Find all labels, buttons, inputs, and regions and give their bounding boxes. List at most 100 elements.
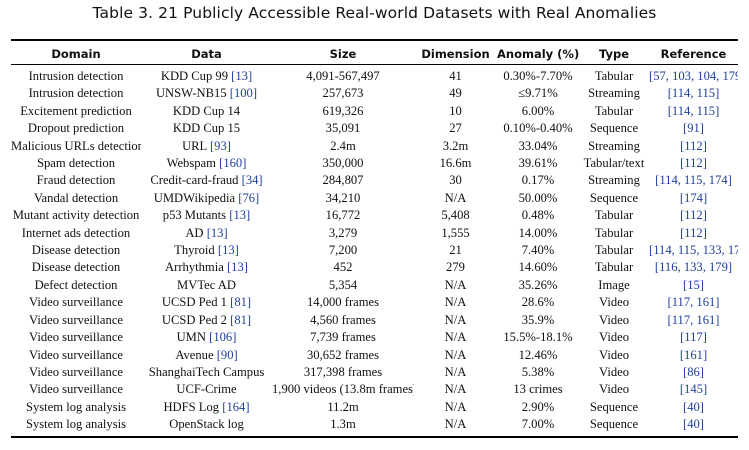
cell-anomaly: 15.5%-18.1% [503,330,573,345]
cell-size: 2.4m [330,138,356,153]
datasets-table: Domain Data Size Dimension Anomaly (%) T… [11,43,738,434]
cell-dimension: 49 [449,86,462,101]
dataset-name: Avenue [175,347,214,362]
cell-reference-link[interactable]: [114, 115, 174] [655,173,732,188]
cell-reference-link[interactable]: [40] [683,417,704,432]
dataset-citation-link[interactable]: [13] [217,243,239,258]
table-body: Intrusion detection KDD Cup 99 [13] 4,091-… [11,65,738,434]
cell-reference-link[interactable]: [112] [680,208,707,223]
cell-domain: Excitement prediction [20,103,132,118]
cell-reference-link[interactable]: [174] [679,190,708,205]
cell-size: 4,091-567,497 [306,69,380,83]
dataset-citation-link[interactable]: [81] [230,312,252,327]
cell-anomaly: ≤9.71% [518,86,558,101]
cell-reference-link[interactable]: [161] [679,347,708,362]
cell-type: Sequence [589,121,639,136]
cell-domain: Video surveillance [28,295,123,310]
cell-type: Sequence [589,190,639,205]
cell-type: Image [598,277,630,292]
cell-anomaly: 28.6% [521,295,555,310]
cell-size: 35,091 [325,121,361,136]
cell-reference-link[interactable]: [117, 161] [667,295,720,310]
cell-type: Tabular [594,243,634,258]
cell-reference-link[interactable]: [91] [683,121,704,136]
cell-anomaly: 0.48% [521,208,555,223]
cell-size: 7,200 [328,243,358,258]
dataset-citation-link[interactable]: [13] [231,69,253,83]
dataset-citation-link[interactable]: [34] [241,173,263,188]
header-dimension: Dimension [421,47,490,61]
cell-reference-link[interactable]: [114, 115] [667,103,720,118]
cell-type: Sequence [589,417,639,432]
cell-dimension: 5,408 [441,208,470,223]
cell-data: UCSD Ped 2 [81] [141,312,272,329]
cell-type: Tabular [594,69,634,83]
dataset-citation-link[interactable]: [13] [229,208,251,223]
header-type: Type [598,47,629,61]
cell-size: 257,673 [322,86,364,101]
cell-reference-link[interactable]: [112] [680,156,707,171]
cell-size: 16,772 [325,208,361,223]
cell-type: Video [598,330,630,345]
cell-dimension: N/A [444,382,467,397]
cell-size: 11.2m [327,399,359,414]
dataset-citation-link[interactable]: [100] [229,86,258,101]
cell-anomaly: 12.46% [518,347,558,362]
header-size: Size [329,47,357,61]
header-rule [11,64,738,65]
cell-data: OpenStack log [141,416,272,433]
header-anomaly: Anomaly (%) [497,47,579,61]
cell-dimension: 10 [449,103,462,118]
cell-reference-link[interactable]: [40] [683,399,704,414]
cell-dimension: 1,555 [441,225,470,240]
cell-reference-link[interactable]: [116, 133, 179] [654,260,733,275]
table-header: Domain Data Size Dimension Anomaly (%) T… [11,43,738,65]
dataset-citation-link[interactable]: [164] [222,399,250,414]
cell-reference-link[interactable]: [117] [680,330,707,345]
cell-reference-link[interactable]: [86] [683,364,704,379]
cell-domain: System log analysis [25,417,127,432]
dataset-citation-link[interactable]: [13] [226,260,248,275]
cell-reference-link[interactable]: [112] [680,138,707,153]
dataset-citation-link[interactable]: [106] [209,330,237,345]
cell-type: Tabular/text [583,156,645,171]
cell-data: Avenue [90] [141,347,272,364]
dataset-citation-link[interactable]: [81] [230,295,252,310]
cell-reference-link[interactable]: [117, 161] [667,312,720,327]
cell-domain: Mutant activity detection [12,208,140,223]
cell-size: 317,398 frames [303,364,383,379]
cell-dimension: 27 [449,121,462,136]
table-row: Intrusion detection KDD Cup 99 [13] 4,091-… [11,68,738,85]
dataset-name: HDFS Log [163,399,220,414]
table-row: Vandal detection UMDWikipedia [76] 34,210 N… [11,190,738,207]
cell-reference-link[interactable]: [114, 115] [667,86,720,101]
cell-reference-link[interactable]: [114, 115, 133, 179] [649,243,738,258]
dataset-citation-link[interactable]: [90] [216,347,238,362]
cell-reference-link[interactable]: [57, 103, 104, 179] [649,69,738,83]
dataset-name: UCSD Ped 2 [161,312,227,327]
dataset-name: AD [185,225,204,240]
cell-size: 350,000 [322,156,364,171]
dataset-citation-link[interactable]: [160] [219,156,247,171]
cell-type: Video [598,382,630,397]
dataset-citation-link[interactable]: [93] [209,138,231,153]
cell-domain: Video surveillance [28,364,123,379]
dataset-name: MVTec AD [177,277,236,292]
cell-dimension: N/A [444,417,467,432]
cell-size: 3,279 [328,225,358,240]
dataset-citation-link[interactable]: [76] [238,190,260,205]
cell-type: Streaming [588,173,640,188]
cell-anomaly: 5.38% [521,364,555,379]
cell-anomaly: 14.60% [518,260,558,275]
cell-dimension: 41 [449,69,462,83]
cell-reference-link[interactable]: [112] [680,225,707,240]
cell-type: Streaming [588,138,640,153]
cell-domain: Video surveillance [28,347,123,362]
cell-reference-link[interactable]: [15] [683,277,704,292]
cell-reference-link[interactable]: [145] [679,382,708,397]
cell-data: HDFS Log [164] [141,399,272,416]
dataset-citation-link[interactable]: [13] [206,225,228,240]
cell-anomaly: 33.04% [518,138,558,153]
header-domain: Domain [51,47,101,61]
cell-data: Webspam [160] [141,155,272,172]
